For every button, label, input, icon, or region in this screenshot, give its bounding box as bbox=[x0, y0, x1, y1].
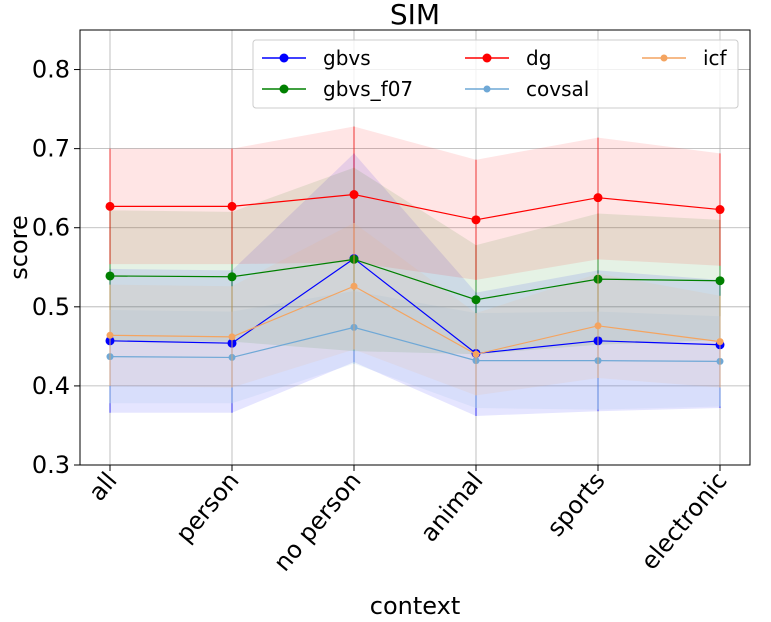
legend-entry-dg: dg bbox=[465, 46, 551, 70]
legend-label: covsal bbox=[526, 77, 589, 101]
y-tick-label: 0.8 bbox=[32, 56, 70, 84]
confidence-band-covsal bbox=[110, 291, 720, 410]
legend-marker bbox=[279, 84, 289, 94]
series-icf bbox=[106, 222, 724, 396]
line-dg bbox=[110, 193, 721, 221]
point-dg bbox=[471, 215, 481, 225]
point-icf bbox=[228, 333, 236, 341]
legend-entry-gbvs_f07: gbvs_f07 bbox=[262, 77, 413, 101]
y-tick-label: 0.3 bbox=[32, 451, 70, 479]
point-gbvs_f07 bbox=[715, 276, 725, 286]
point-icf bbox=[350, 282, 358, 290]
legend-box bbox=[252, 39, 739, 109]
line-gbvs_f07 bbox=[109, 258, 721, 301]
legend-marker bbox=[483, 85, 491, 93]
y-tick-label: 0.4 bbox=[32, 372, 70, 400]
chart-title: SIM bbox=[390, 0, 440, 31]
line-covsal bbox=[109, 326, 721, 362]
line-icf bbox=[109, 285, 721, 355]
point-icf bbox=[716, 338, 724, 346]
plot-frame bbox=[79, 29, 751, 466]
point-dg bbox=[227, 201, 237, 211]
y-axis: 0.3 0.4 0.5 0.6 0.7 0.8 bbox=[32, 56, 80, 479]
point-dg bbox=[593, 193, 603, 203]
y-tick-label: 0.6 bbox=[32, 214, 70, 242]
point-gbvs_f07 bbox=[105, 271, 115, 281]
y-tick-label: 0.7 bbox=[32, 135, 70, 163]
point-icf bbox=[594, 322, 602, 330]
point-icf bbox=[472, 350, 480, 358]
legend-label: icf bbox=[703, 46, 728, 70]
legend-label: dg bbox=[526, 46, 551, 70]
legend-marker bbox=[279, 53, 289, 63]
confidence-band-dg bbox=[110, 126, 720, 280]
legend-label: gbvs_f07 bbox=[323, 77, 413, 101]
y-tick-label: 0.5 bbox=[32, 293, 70, 321]
point-gbvs_f07 bbox=[227, 272, 237, 282]
legend-marker bbox=[482, 53, 492, 63]
legend-label: gbvs bbox=[323, 46, 371, 70]
point-dg bbox=[715, 205, 725, 215]
legend-entry-gbvs: gbvs bbox=[262, 46, 371, 70]
point-dg bbox=[105, 201, 115, 211]
point-icf bbox=[106, 331, 114, 339]
y-axis-title: score bbox=[5, 215, 33, 280]
confidence-band-gbvs_f07 bbox=[110, 167, 720, 355]
confidence-band-icf bbox=[110, 222, 720, 396]
legend-entry-icf: icf bbox=[642, 46, 728, 70]
point-gbvs_f07 bbox=[471, 295, 481, 305]
x-axis-title: context bbox=[370, 592, 460, 620]
legend: gbvs gbvs_f07 dg covsal icf bbox=[252, 39, 739, 109]
point-dg bbox=[349, 190, 359, 200]
series-layer bbox=[105, 126, 725, 416]
legend-marker bbox=[660, 54, 668, 62]
line-gbvs bbox=[109, 257, 721, 355]
band-layer bbox=[110, 126, 720, 416]
legend-entry-covsal: covsal bbox=[465, 77, 589, 101]
